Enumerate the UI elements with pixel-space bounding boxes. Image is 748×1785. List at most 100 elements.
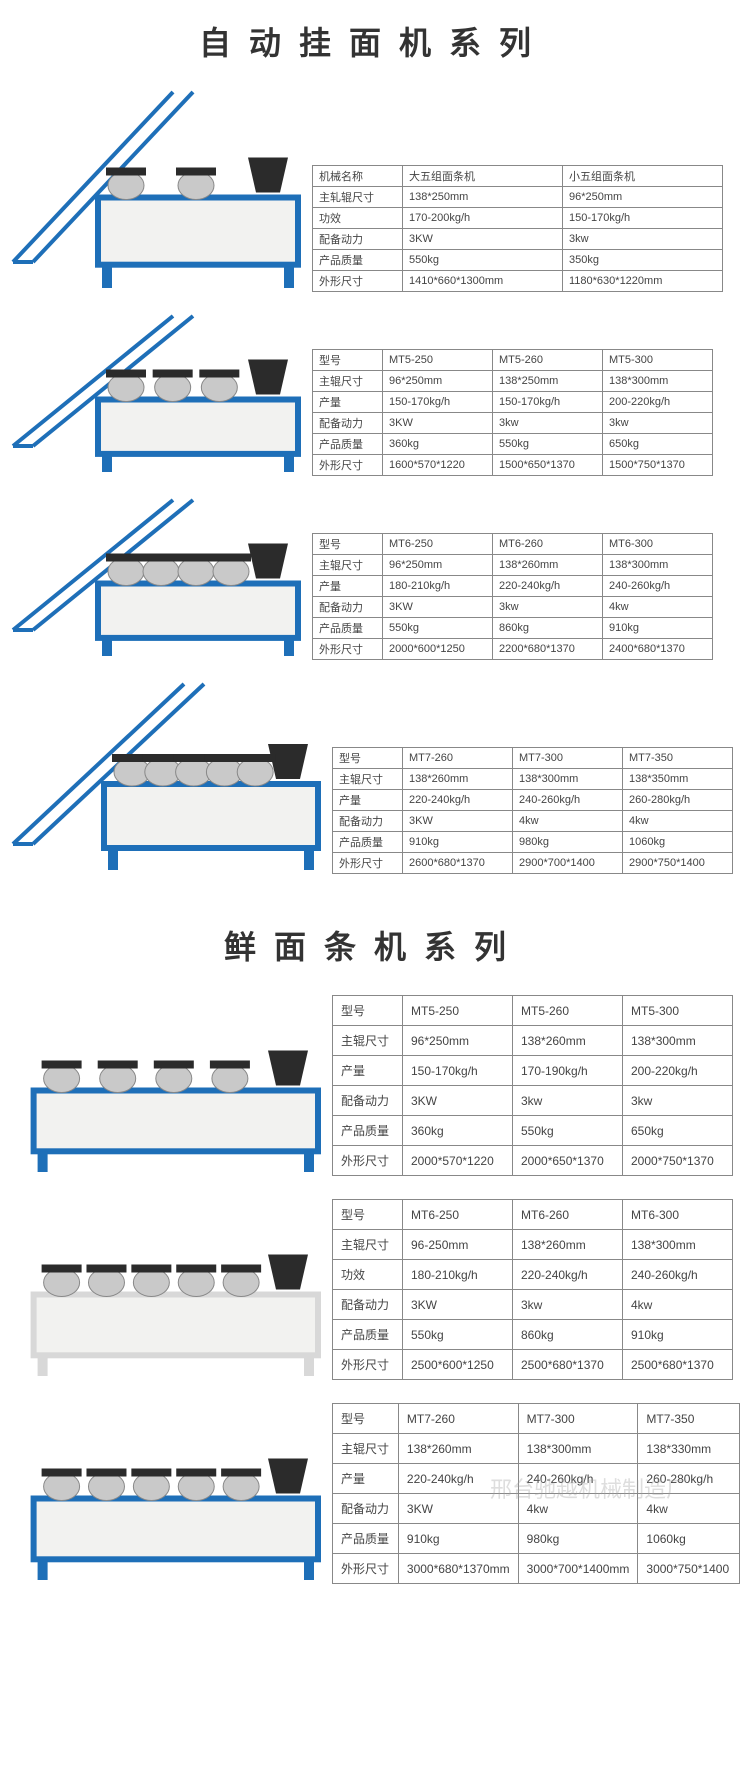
spec-cell: 4kw bbox=[638, 1494, 740, 1524]
spec-cell: 138*260mm bbox=[513, 1026, 623, 1056]
spec-cell: 180-210kg/h bbox=[403, 1260, 513, 1290]
spec-cell: 外形尺寸 bbox=[333, 1146, 403, 1176]
spec-cell: 910kg bbox=[403, 832, 513, 853]
spec-cell: 产量 bbox=[313, 392, 383, 413]
machine-image bbox=[8, 986, 328, 1176]
spec-cell: 主辊尺寸 bbox=[333, 1434, 399, 1464]
spec-cell: 240-260kg/h bbox=[518, 1464, 638, 1494]
spec-header-cell: 型号 bbox=[333, 1404, 399, 1434]
spec-cell: 980kg bbox=[513, 832, 623, 853]
machine-image bbox=[8, 674, 328, 874]
spec-cell: 配备动力 bbox=[313, 413, 383, 434]
spec-cell: 150-170kg/h bbox=[403, 1056, 513, 1086]
spec-cell: 138*250mm bbox=[493, 371, 603, 392]
spec-header-cell: MT7-350 bbox=[638, 1404, 740, 1434]
spec-cell: 138*260mm bbox=[513, 1230, 623, 1260]
spec-cell: 3kw bbox=[493, 413, 603, 434]
spec-cell: 1500*750*1370 bbox=[603, 455, 713, 476]
spec-cell: 产量 bbox=[333, 790, 403, 811]
spec-table: 机械名称大五组面条机小五组面条机主轧辊尺寸138*250mm96*250mm功效… bbox=[312, 165, 723, 292]
spec-cell: 96*250mm bbox=[563, 187, 723, 208]
spec-cell: 96*250mm bbox=[403, 1026, 513, 1056]
spec-cell: 主辊尺寸 bbox=[333, 769, 403, 790]
spec-cell: 1060kg bbox=[638, 1524, 740, 1554]
spec-cell: 550kg bbox=[403, 1320, 513, 1350]
spec-cell: 2500*680*1370 bbox=[623, 1350, 733, 1380]
section1-title: 自动挂面机系列 bbox=[0, 0, 748, 78]
spec-header-cell: 机械名称 bbox=[313, 166, 403, 187]
spec-cell: 360kg bbox=[383, 434, 493, 455]
spec-cell: 产量 bbox=[333, 1464, 399, 1494]
spec-cell: 138*300mm bbox=[623, 1230, 733, 1260]
spec-cell: 4kw bbox=[623, 811, 733, 832]
spec-cell: 550kg bbox=[403, 250, 563, 271]
machine-row: 机械名称大五组面条机小五组面条机主轧辊尺寸138*250mm96*250mm功效… bbox=[0, 78, 748, 302]
spec-cell: 910kg bbox=[603, 618, 713, 639]
spec-cell: 4kw bbox=[623, 1290, 733, 1320]
spec-cell: 2200*680*1370 bbox=[493, 639, 603, 660]
spec-cell: 3KW bbox=[403, 811, 513, 832]
machine-row: 型号MT5-250MT5-260MT5-300主辊尺寸96*250mm138*2… bbox=[0, 982, 748, 1186]
spec-cell: 功效 bbox=[313, 208, 403, 229]
spec-cell: 240-260kg/h bbox=[603, 576, 713, 597]
spec-cell: 180-210kg/h bbox=[383, 576, 493, 597]
spec-table-wrap: 机械名称大五组面条机小五组面条机主轧辊尺寸138*250mm96*250mm功效… bbox=[312, 165, 723, 292]
spec-table-wrap: 型号MT5-250MT5-260MT5-300主辊尺寸96*250mm138*2… bbox=[312, 349, 713, 476]
spec-cell: 220-240kg/h bbox=[403, 790, 513, 811]
spec-header-cell: 型号 bbox=[333, 1200, 403, 1230]
spec-cell: 150-170kg/h bbox=[563, 208, 723, 229]
spec-cell: 150-170kg/h bbox=[493, 392, 603, 413]
spec-cell: 220-240kg/h bbox=[398, 1464, 518, 1494]
spec-header-cell: MT7-300 bbox=[518, 1404, 638, 1434]
spec-cell: 配备动力 bbox=[313, 597, 383, 618]
spec-cell: 产品质量 bbox=[333, 1320, 403, 1350]
spec-cell: 外形尺寸 bbox=[313, 271, 403, 292]
spec-header-cell: MT5-300 bbox=[623, 996, 733, 1026]
spec-cell: 3kw bbox=[513, 1290, 623, 1320]
spec-header-cell: MT6-250 bbox=[383, 534, 493, 555]
spec-cell: 220-240kg/h bbox=[493, 576, 603, 597]
spec-cell: 260-280kg/h bbox=[638, 1464, 740, 1494]
spec-cell: 96*250mm bbox=[383, 371, 493, 392]
spec-cell: 200-220kg/h bbox=[603, 392, 713, 413]
spec-table-wrap: 型号MT7-260MT7-300MT7-350主辊尺寸138*260mm138*… bbox=[332, 747, 733, 874]
spec-table: 型号MT6-250MT6-260MT6-300主辊尺寸96*250mm138*2… bbox=[312, 533, 713, 660]
spec-cell: 产品质量 bbox=[333, 832, 403, 853]
spec-cell: 产品质量 bbox=[333, 1116, 403, 1146]
spec-cell: 3KW bbox=[403, 1290, 513, 1320]
spec-cell: 200-220kg/h bbox=[623, 1056, 733, 1086]
spec-cell: 350kg bbox=[563, 250, 723, 271]
spec-table: 型号MT7-260MT7-300MT7-350主辊尺寸138*260mm138*… bbox=[332, 1403, 740, 1584]
spec-cell: 2000*570*1220 bbox=[403, 1146, 513, 1176]
spec-cell: 配备动力 bbox=[333, 1086, 403, 1116]
spec-cell: 主辊尺寸 bbox=[333, 1230, 403, 1260]
machine-image bbox=[8, 1190, 328, 1380]
spec-cell: 170-190kg/h bbox=[513, 1056, 623, 1086]
spec-cell: 产品质量 bbox=[313, 618, 383, 639]
spec-cell: 96-250mm bbox=[403, 1230, 513, 1260]
spec-header-cell: MT7-260 bbox=[398, 1404, 518, 1434]
spec-cell: 240-260kg/h bbox=[513, 790, 623, 811]
spec-cell: 外形尺寸 bbox=[333, 1350, 403, 1380]
spec-header-cell: MT6-300 bbox=[603, 534, 713, 555]
spec-cell: 4kw bbox=[513, 811, 623, 832]
spec-cell: 138*300mm bbox=[603, 555, 713, 576]
spec-cell: 170-200kg/h bbox=[403, 208, 563, 229]
spec-cell: 2000*750*1370 bbox=[623, 1146, 733, 1176]
spec-cell: 3KW bbox=[383, 413, 493, 434]
spec-header-cell: MT7-350 bbox=[623, 748, 733, 769]
spec-cell: 138*300mm bbox=[603, 371, 713, 392]
spec-cell: 1060kg bbox=[623, 832, 733, 853]
spec-cell: 1600*570*1220 bbox=[383, 455, 493, 476]
spec-cell: 3KW bbox=[403, 1086, 513, 1116]
spec-table: 型号MT7-260MT7-300MT7-350主辊尺寸138*260mm138*… bbox=[332, 747, 733, 874]
spec-cell: 产量 bbox=[313, 576, 383, 597]
spec-table-wrap: 型号MT5-250MT5-260MT5-300主辊尺寸96*250mm138*2… bbox=[332, 995, 733, 1176]
machine-row: 型号MT6-250MT6-260MT6-300主辊尺寸96-250mm138*2… bbox=[0, 1186, 748, 1390]
spec-cell: 主轧辊尺寸 bbox=[313, 187, 403, 208]
spec-cell: 配备动力 bbox=[333, 811, 403, 832]
spec-header-cell: MT6-300 bbox=[623, 1200, 733, 1230]
spec-cell: 3kw bbox=[603, 413, 713, 434]
spec-cell: 240-260kg/h bbox=[623, 1260, 733, 1290]
spec-cell: 138*250mm bbox=[403, 187, 563, 208]
